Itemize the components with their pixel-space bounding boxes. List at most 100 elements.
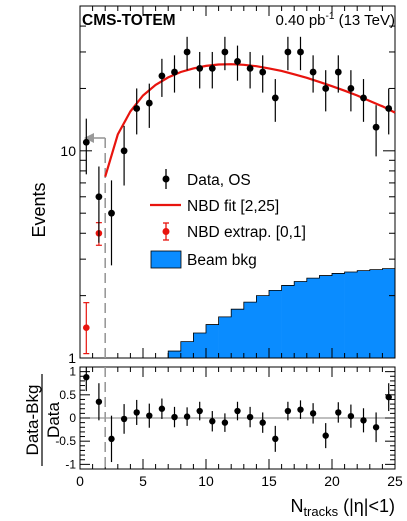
beam-bkg-bar [319, 275, 333, 358]
ratio-point [120, 415, 128, 423]
data-point [360, 94, 367, 102]
ratio-y-tick-label: 0 [69, 411, 76, 425]
ratio-point [385, 393, 392, 401]
legend-data-marker [162, 169, 170, 189]
data-point [259, 68, 267, 76]
beam-bkg-bar [332, 273, 345, 358]
beam-bkg-histogram [167, 268, 396, 358]
ratio-point [246, 413, 254, 421]
data-point [95, 193, 103, 201]
ratio-point [209, 418, 216, 425]
data-point [82, 138, 90, 146]
ratio-y-tick-label: -1 [65, 457, 76, 471]
legend-fit-label: NBD fit [2,25] [187, 198, 279, 215]
ratio-point [322, 432, 329, 439]
ratio-point [83, 374, 90, 381]
ratio-point [196, 407, 203, 415]
ratio-point [347, 412, 355, 420]
data-point [347, 85, 355, 92]
data-point [171, 68, 178, 76]
beam-bkg-bar [306, 278, 320, 358]
beam-bkg-bar [369, 269, 383, 358]
ratio-point [146, 412, 153, 419]
beam-bkg-bar [231, 309, 245, 358]
data-points [82, 36, 393, 266]
ratio-points [83, 367, 392, 463]
data-point [297, 48, 304, 56]
ratio-point [221, 419, 229, 426]
ratio-point [234, 407, 241, 415]
data-point [234, 58, 241, 65]
ratio-point [183, 413, 191, 420]
legend-extrap-marker [162, 222, 170, 241]
beam-bkg-bar [344, 272, 358, 358]
ratio-y-axis-label: Data-Bkg Data [23, 374, 63, 466]
data-point [246, 64, 254, 72]
beam-bkg-bar [218, 316, 232, 358]
data-point [372, 123, 380, 131]
beam-bkg-bar [269, 290, 282, 358]
ratio-point [108, 435, 115, 443]
beam-bkg-bar [206, 324, 219, 358]
data-point [221, 48, 229, 56]
beam-bkg-bar [294, 281, 308, 358]
main-panel-frame [79, 5, 396, 359]
data-point [145, 99, 153, 107]
ratio-panel: 1 0.5 0 -0.5 -1 0 5 10 15 20 25 Data-Bkg Data Ntr… [23, 365, 403, 519]
data-point [385, 105, 393, 112]
data-point [284, 48, 292, 56]
ratio-point [360, 417, 367, 424]
beam-bkg-bar [243, 302, 257, 358]
main-y-ticks: 1 10 [60, 5, 395, 366]
ratio-point [95, 398, 103, 405]
ratio-point [309, 410, 317, 417]
ratio-point [158, 405, 166, 412]
ratio-y-tick-label: 0.5 [59, 388, 76, 402]
x-tick-label: 25 [387, 473, 403, 489]
ratio-point [259, 419, 266, 426]
x-tick-label: 20 [324, 473, 340, 489]
ratio-point [272, 435, 279, 443]
legend-bkg-label: Beam bkg [187, 252, 257, 269]
main-x-ticks [79, 6, 396, 358]
beam-bkg-bar [281, 285, 295, 358]
legend: Data, OS NBD fit [2,25] NBD extrap. [0,1… [150, 169, 306, 269]
ratio-point [335, 409, 342, 416]
data-point [334, 68, 342, 76]
x-tick-label: 10 [198, 473, 214, 489]
beam-bkg-bar [382, 268, 396, 358]
ratio-point [284, 407, 292, 415]
data-point [158, 72, 166, 80]
main-panel: 110 CMS-TOTEM 0.40 pb-1 (13 TeV) Events … [29, 5, 396, 366]
legend-data-label: Data, OS [187, 172, 251, 189]
data-point [208, 64, 216, 72]
data-point [309, 68, 317, 76]
ratio-y-label-denominator: Data [44, 402, 63, 438]
extrap-point [83, 324, 90, 332]
legend-extrap-label: NBD extrap. [0,1] [187, 224, 306, 241]
y-tick-label: 10 [60, 143, 76, 159]
x-axis-label: Ntracks (|η|<1) [290, 496, 395, 519]
data-point [120, 147, 128, 155]
ratio-point [372, 424, 380, 431]
beam-bkg-bar [193, 333, 207, 358]
ratio-y-tick-label: -0.5 [55, 434, 76, 448]
experiment-label: CMS-TOTEM [82, 12, 176, 29]
x-tick-label: 5 [139, 473, 147, 489]
ratio-y-ticks: 1 0.5 0 -0.5 -1 [55, 365, 395, 471]
y-axis-label: Events [29, 182, 49, 237]
beam-bkg-bar [168, 351, 182, 358]
ratio-point [171, 413, 178, 421]
beam-bkg-outline [167, 268, 395, 358]
ratio-point [133, 409, 140, 416]
ratio-x-ticks: 0 5 10 15 20 25 [76, 367, 403, 489]
data-point [183, 48, 191, 56]
luminosity-label: 0.40 pb-1 (13 TeV) [275, 11, 395, 29]
data-point [196, 64, 204, 72]
ratio-y-label-numerator: Data-Bkg [23, 385, 42, 456]
data-point [271, 94, 279, 102]
legend-bkg-marker [150, 250, 182, 269]
data-point [108, 209, 115, 217]
x-tick-label: 0 [76, 473, 84, 489]
